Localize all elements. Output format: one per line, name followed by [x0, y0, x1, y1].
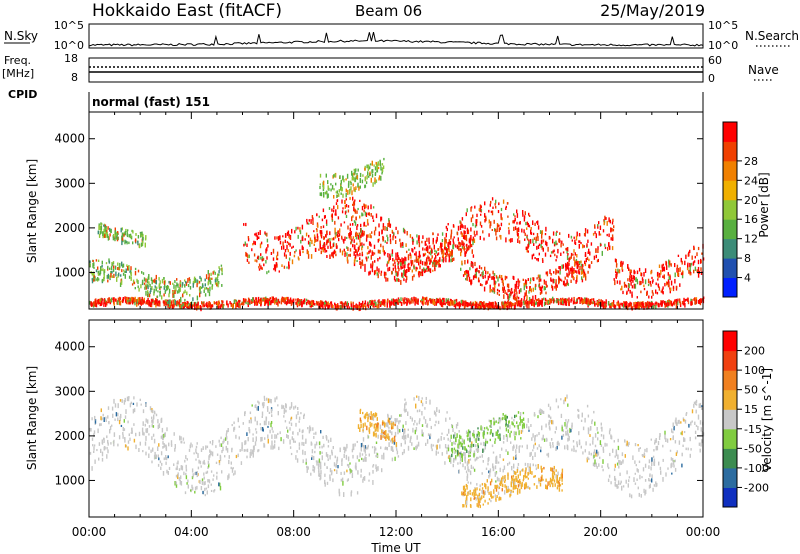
colorbar-tick-label-0: 200 — [744, 345, 765, 358]
colorbar-tick-label-1: 100 — [744, 364, 765, 377]
colorbar-swatch-8 — [723, 331, 737, 352]
colorbar-swatch-4 — [723, 409, 737, 430]
colorbar-tick-label-4: -15 — [744, 423, 762, 436]
colorbar-swatch-6 — [723, 370, 737, 391]
velocity-colorbar-label: Velocity [m s^-1] — [760, 368, 774, 472]
colorbar-frame — [722, 330, 738, 508]
power-feature-5 — [460, 258, 589, 302]
colorbar-swatch-4 — [723, 199, 737, 220]
colorbar-tick-label-3: 16 — [744, 213, 758, 226]
power-y-axis: 1000 2000 3000 4000 — [54, 132, 703, 279]
colorbar-tick-label-5: -50 — [744, 442, 762, 455]
colorbar-tick-label-2: 50 — [744, 384, 758, 397]
freq-left-tick-bottom: 8 — [71, 71, 78, 84]
colorbar-swatch-3 — [723, 219, 737, 240]
colorbar-swatch-1 — [723, 467, 737, 488]
freq-right-tick-top: 60 — [708, 54, 722, 67]
velocity-colorbar: 200 100 50 15 -15 -50 -100 -200 — [722, 330, 769, 508]
velocity-x-axis — [88, 320, 704, 517]
colorbar-swatch-8 — [723, 122, 737, 142]
colorbar-tick-label-1: 8 — [744, 252, 751, 265]
cpid-mode: normal (fast) 151 — [92, 95, 210, 109]
colorbar-tick-label-3: 15 — [744, 403, 758, 416]
time-label-1: 04:00 — [174, 525, 209, 539]
noise-panel-frame — [88, 23, 704, 49]
power-feature-4 — [319, 230, 475, 285]
colorbar-tick-label-0: 4 — [744, 272, 751, 285]
colorbar-tick-label-5: 24 — [744, 174, 758, 187]
velocity-y-label: Slant Range [km] — [25, 366, 39, 470]
colorbar-swatch-1 — [723, 258, 737, 278]
colorbar-swatch-5 — [723, 389, 737, 410]
title: Hokkaido East (fitACF) — [92, 1, 282, 21]
colorbar-swatch-0 — [723, 487, 737, 508]
y-tick-label-1000: 1000 — [54, 473, 85, 487]
colorbar-swatch-3 — [723, 428, 737, 449]
power-heatmap — [89, 157, 705, 312]
noise-left-tick-top: 10^5 — [54, 19, 84, 32]
noise-right-tick-bottom: 10^0 — [708, 39, 738, 52]
velocity-feature-1 — [461, 464, 564, 509]
power-feature-6 — [613, 243, 705, 299]
y-tick-label-4000: 4000 — [54, 132, 85, 146]
x-axis-label: Time UT — [370, 541, 421, 554]
noise-trace — [88, 31, 704, 47]
velocity-heatmap — [89, 394, 705, 509]
power-feature-7 — [319, 157, 385, 199]
freq-panel-frame — [88, 57, 704, 83]
time-label-4: 16:00 — [481, 525, 516, 539]
colorbar-tick-label-6: 28 — [744, 155, 758, 168]
colorbar-swatch-0 — [723, 277, 737, 298]
y-tick-label-4000: 4000 — [54, 340, 85, 354]
power-feature-3 — [243, 196, 615, 277]
colorbar-swatch-5 — [723, 180, 737, 201]
colorbar-tick-label-4: 20 — [744, 194, 758, 207]
y-tick-label-2000: 2000 — [54, 221, 85, 235]
power-colorbar-label: Power [dB] — [757, 172, 771, 237]
velocity-feature-3 — [357, 408, 398, 447]
colorbar-tick-label-6: -100 — [744, 462, 769, 475]
time-label-6: 00:00 — [686, 525, 721, 539]
time-label-2: 08:00 — [276, 525, 311, 539]
nave-label: Nave — [748, 63, 779, 77]
colorbar-swatch-6 — [723, 160, 737, 181]
time-label-3: 12:00 — [379, 525, 414, 539]
freq-left-unit: [MHz] — [2, 67, 34, 80]
power-y-label: Slant Range [km] — [25, 159, 39, 263]
colorbar-swatch-7 — [723, 350, 737, 371]
colorbar-swatch-2 — [723, 448, 737, 469]
power-x-axis — [88, 112, 704, 309]
noise-right-tick-top: 10^5 — [708, 19, 738, 32]
velocity-feature-2 — [447, 411, 525, 463]
noise-left-tick-bottom: 10^0 — [54, 39, 84, 52]
freq-left-tick-top: 18 — [64, 52, 78, 65]
power-colorbar: 4 8 12 16 20 24 28 — [722, 121, 758, 298]
y-tick-label-1000: 1000 — [54, 265, 85, 279]
velocity-y-axis: 1000 2000 3000 4000 — [54, 340, 703, 487]
time-label-5: 20:00 — [583, 525, 618, 539]
colorbar-tick-label-2: 12 — [744, 233, 758, 246]
beam-label: Beam 06 — [355, 2, 422, 20]
y-tick-label-2000: 2000 — [54, 429, 85, 443]
colorbar-swatch-2 — [723, 238, 737, 259]
colorbar-swatch-7 — [723, 141, 737, 162]
cpid-label: CPID — [8, 88, 37, 101]
date-label: 25/May/2019 — [600, 1, 705, 20]
power-feature-2 — [97, 222, 147, 249]
colorbar-frame — [722, 121, 738, 298]
noise-left-label: N.Sky — [4, 29, 38, 43]
time-label-0: 00:00 — [72, 525, 107, 539]
time-tick-labels: 00:00 04:00 08:00 12:00 16:00 20:00 00:00 — [72, 525, 721, 539]
y-tick-label-3000: 3000 — [54, 384, 85, 398]
freq-right-tick-bottom: 0 — [708, 72, 715, 85]
y-tick-label-3000: 3000 — [54, 176, 85, 190]
freq-left-label: Freq. — [4, 54, 31, 67]
colorbar-tick-label-7: -200 — [744, 481, 769, 494]
noise-right-label: N.Search — [745, 29, 799, 43]
power-feature-0 — [89, 296, 705, 312]
noise-line — [88, 31, 704, 47]
